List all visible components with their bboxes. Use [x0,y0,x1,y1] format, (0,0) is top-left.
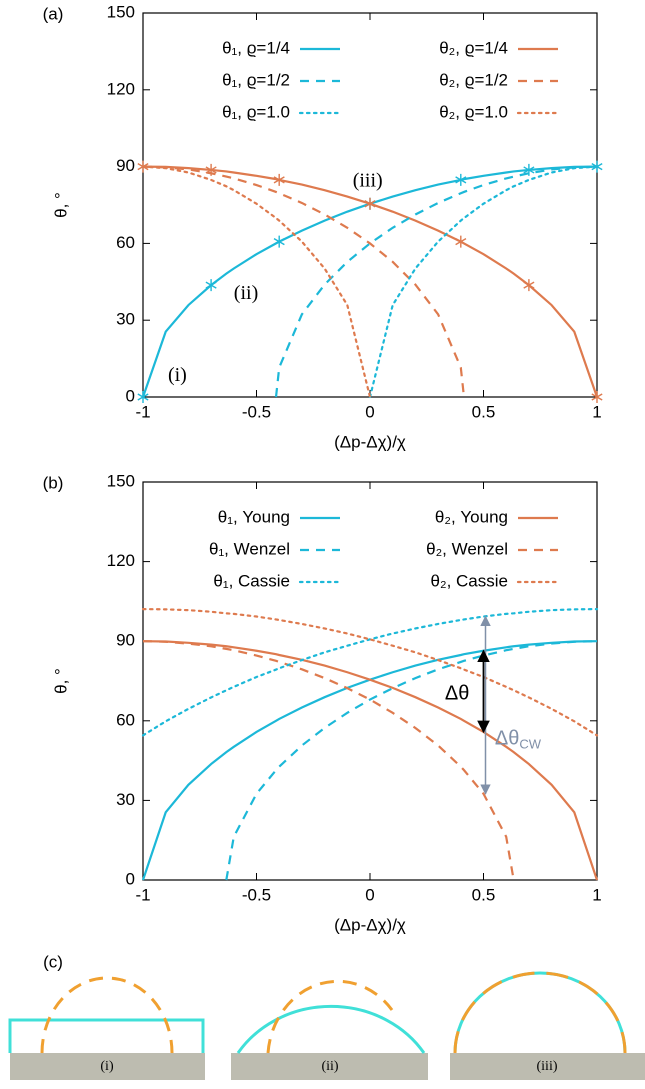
x-tick-label: 0 [365,402,374,421]
series-line [142,165,466,398]
legend-label: θ₁, Young [218,507,290,526]
y-tick-label: 150 [107,2,135,21]
y-tick-label: 60 [116,233,135,252]
x-axis-label: (Δp-Δχ)/χ [334,915,406,934]
series-line [142,640,515,881]
legend-label: θ₂, ϱ=1/2 [439,70,508,89]
series-line [141,607,599,737]
legend-label: θ₂, Cassie [431,571,508,590]
cyan-shape [453,971,627,1054]
marker [137,391,149,403]
annotation-sub: CW [519,737,541,752]
y-axis-label: θ, ° [51,668,70,694]
item-label: (iii) [537,1059,558,1074]
series-line [225,640,598,881]
legend-label: θ₂, Young [435,507,508,526]
y-tick-label: 120 [107,79,135,98]
marker [273,173,285,186]
y-tick-label: 60 [116,710,135,729]
marker [205,279,217,292]
legend-label: θ₁, ϱ=1.0 [222,102,290,121]
y-tick-label: 0 [126,869,135,888]
annotation-text: Δθ [445,683,469,705]
panel-label: (b) [43,473,64,492]
series-line [141,640,598,881]
marker [455,173,467,186]
cyan-shape [8,1018,205,1053]
y-tick-label: 0 [126,386,135,405]
x-tick-label: 0 [365,885,374,904]
x-tick-label: 1 [592,402,601,421]
orange-shape [40,976,174,1054]
x-tick-label: -1 [135,885,150,904]
legend-label: θ₂, ϱ=1/4 [439,38,508,57]
marker [523,279,535,292]
substrate [231,1053,428,1080]
legend-label: θ₁, Cassie [213,571,290,590]
y-tick-label: 90 [116,631,135,650]
x-tick-label: 0.5 [472,402,496,421]
series-line [274,165,598,398]
y-tick-label: 30 [116,790,135,809]
marker [273,235,285,248]
legend-label: θ₁, ϱ=1/2 [222,70,290,89]
annotation: Δθ [445,683,469,705]
annotation: (iii) [353,170,383,192]
marker [364,197,376,210]
cyan-shape [236,1004,426,1054]
series-line [141,607,599,737]
substrate [450,1053,645,1080]
y-tick-label: 150 [107,471,135,490]
item-label: (i) [100,1059,114,1074]
annotation-text: Δθ [495,728,519,750]
item-label: (ii) [321,1059,338,1074]
annotation: ΔθCW [495,728,542,752]
substrate [10,1053,205,1080]
series-line [368,165,599,399]
series-line [141,165,372,399]
orange-shape [453,971,627,1054]
panel-label: (c) [43,952,63,971]
marker [523,163,535,176]
x-tick-label: -1 [135,402,150,421]
legend-label: θ₂, Wenzel [426,539,508,558]
legend-label: θ₁, ϱ=1/4 [222,38,290,57]
annotation: (i) [168,364,187,386]
legend-label: θ₂, ϱ=1.0 [439,102,508,121]
x-tick-label: 0.5 [472,885,496,904]
y-tick-label: 90 [116,156,135,175]
x-axis-label: (Δp-Δχ)/χ [334,432,406,451]
panel-label: (a) [43,4,64,23]
x-tick-label: -0.5 [242,402,271,421]
y-tick-label: 30 [116,310,135,329]
diagram: (c) (i) (ii) (iii) [8,952,645,1080]
marker [455,235,467,248]
annotation: (ii) [234,282,258,304]
x-tick-label: 1 [592,885,601,904]
y-tick-label: 120 [107,551,135,570]
x-tick-label: -0.5 [242,885,271,904]
series-line [142,640,599,881]
marker [591,391,603,403]
y-axis-label: θ, ° [51,192,70,218]
legend-label: θ₁, Wenzel [209,539,290,558]
orange-shape [266,979,394,1054]
